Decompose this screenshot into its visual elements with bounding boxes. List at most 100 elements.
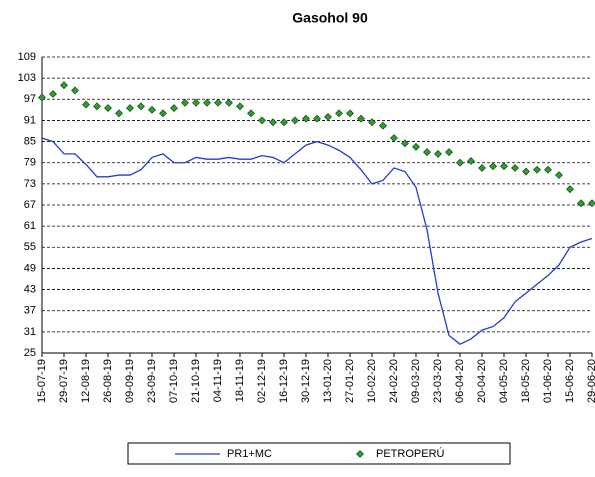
marker	[38, 93, 46, 102]
y-tick-label: 25	[24, 347, 36, 359]
x-tick-label: 01-06-20	[542, 359, 554, 403]
marker	[258, 116, 266, 125]
x-tick-label: 06-04-20	[454, 359, 466, 403]
marker	[280, 118, 288, 127]
marker	[225, 98, 233, 107]
legend-marker	[356, 450, 364, 458]
marker	[170, 104, 178, 113]
marker	[390, 134, 398, 142]
marker	[544, 165, 552, 174]
marker	[181, 98, 189, 107]
marker	[511, 164, 519, 172]
marker	[192, 98, 200, 107]
y-tick-label: 85	[24, 135, 36, 147]
marker	[247, 109, 255, 118]
x-tick-label: 04-05-20	[498, 359, 510, 403]
marker	[49, 90, 57, 98]
x-tick-label: 23-03-20	[432, 359, 444, 403]
marker	[467, 157, 475, 165]
marker	[148, 105, 156, 114]
marker	[357, 114, 365, 123]
y-tick-label: 43	[24, 283, 36, 295]
y-tick-label: 67	[24, 199, 36, 211]
marker	[104, 104, 112, 113]
y-tick-label: 37	[24, 305, 36, 317]
marker	[126, 104, 134, 113]
marker	[93, 102, 101, 111]
marker	[456, 158, 464, 167]
marker	[533, 165, 541, 174]
x-tick-label: 13-01-20	[322, 359, 334, 403]
marker	[60, 81, 68, 90]
y-tick-label: 91	[24, 114, 36, 126]
legend-box	[127, 442, 511, 465]
x-tick-label: 18-05-20	[520, 359, 532, 403]
y-tick-label: 31	[24, 326, 36, 338]
marker	[214, 98, 222, 107]
x-tick-label: 30-12-19	[300, 359, 312, 403]
marker	[71, 86, 79, 95]
marker	[423, 148, 431, 157]
line-series	[41, 137, 593, 345]
marker	[522, 167, 530, 176]
marker	[588, 199, 595, 208]
marker	[566, 185, 574, 194]
x-tick-label: 26-08-19	[102, 359, 114, 403]
x-tick-label: 16-12-19	[278, 359, 290, 403]
chart-title: Gasohol 90	[292, 10, 368, 26]
y-tick-label: 61	[24, 220, 36, 232]
marker	[203, 98, 211, 107]
y-tick-label: 103	[18, 72, 36, 84]
marker	[335, 109, 343, 118]
marker	[115, 109, 123, 118]
x-tick-label: 27-01-20	[344, 359, 356, 403]
y-tick-label: 49	[24, 262, 36, 274]
marker	[368, 118, 376, 127]
marker	[445, 148, 453, 157]
x-tick-label: 29-06-20	[586, 359, 595, 403]
x-tick-label: 18-11-19	[234, 359, 246, 402]
x-tick-label: 15-07-19	[36, 359, 48, 403]
marker	[401, 139, 409, 148]
marker	[82, 100, 90, 109]
x-tick-label: 23-09-19	[146, 359, 158, 403]
marker	[137, 102, 145, 111]
marker	[346, 109, 354, 118]
y-tick-label: 109	[18, 51, 36, 63]
x-tick-label: 09-09-19	[124, 359, 136, 403]
legend-label: PETROPERÚ	[376, 447, 445, 460]
marker	[577, 199, 585, 208]
x-tick-label: 07-10-19	[168, 359, 180, 403]
marker	[159, 109, 167, 118]
x-tick-label: 20-04-20	[476, 359, 488, 403]
x-tick-label: 29-07-19	[58, 359, 70, 403]
y-tick-label: 73	[24, 178, 36, 190]
x-tick-label: 04-11-19	[212, 359, 224, 402]
marker	[555, 171, 563, 179]
marker	[324, 112, 332, 121]
marker	[269, 118, 277, 127]
y-tick-label: 55	[24, 241, 36, 253]
y-tick-label: 79	[24, 157, 36, 169]
x-tick-label: 24-02-20	[388, 359, 400, 403]
marker	[291, 116, 299, 125]
marker	[478, 164, 486, 172]
marker	[489, 162, 497, 171]
y-tick-label: 97	[24, 93, 36, 105]
legend-label: PR1+MC	[227, 448, 272, 460]
marker	[313, 114, 321, 123]
x-tick-label: 21-10-19	[190, 359, 202, 403]
marker	[434, 149, 442, 158]
marker	[500, 162, 508, 171]
x-tick-label: 15-06-20	[564, 359, 576, 403]
x-tick-label: 02-12-19	[256, 359, 268, 403]
x-tick-label: 12-08-19	[80, 359, 92, 403]
marker	[236, 102, 244, 111]
marker	[412, 142, 420, 151]
x-tick-label: 09-03-20	[410, 359, 422, 403]
x-tick-label: 10-02-20	[366, 359, 378, 403]
marker	[379, 121, 387, 130]
marker	[302, 114, 310, 123]
